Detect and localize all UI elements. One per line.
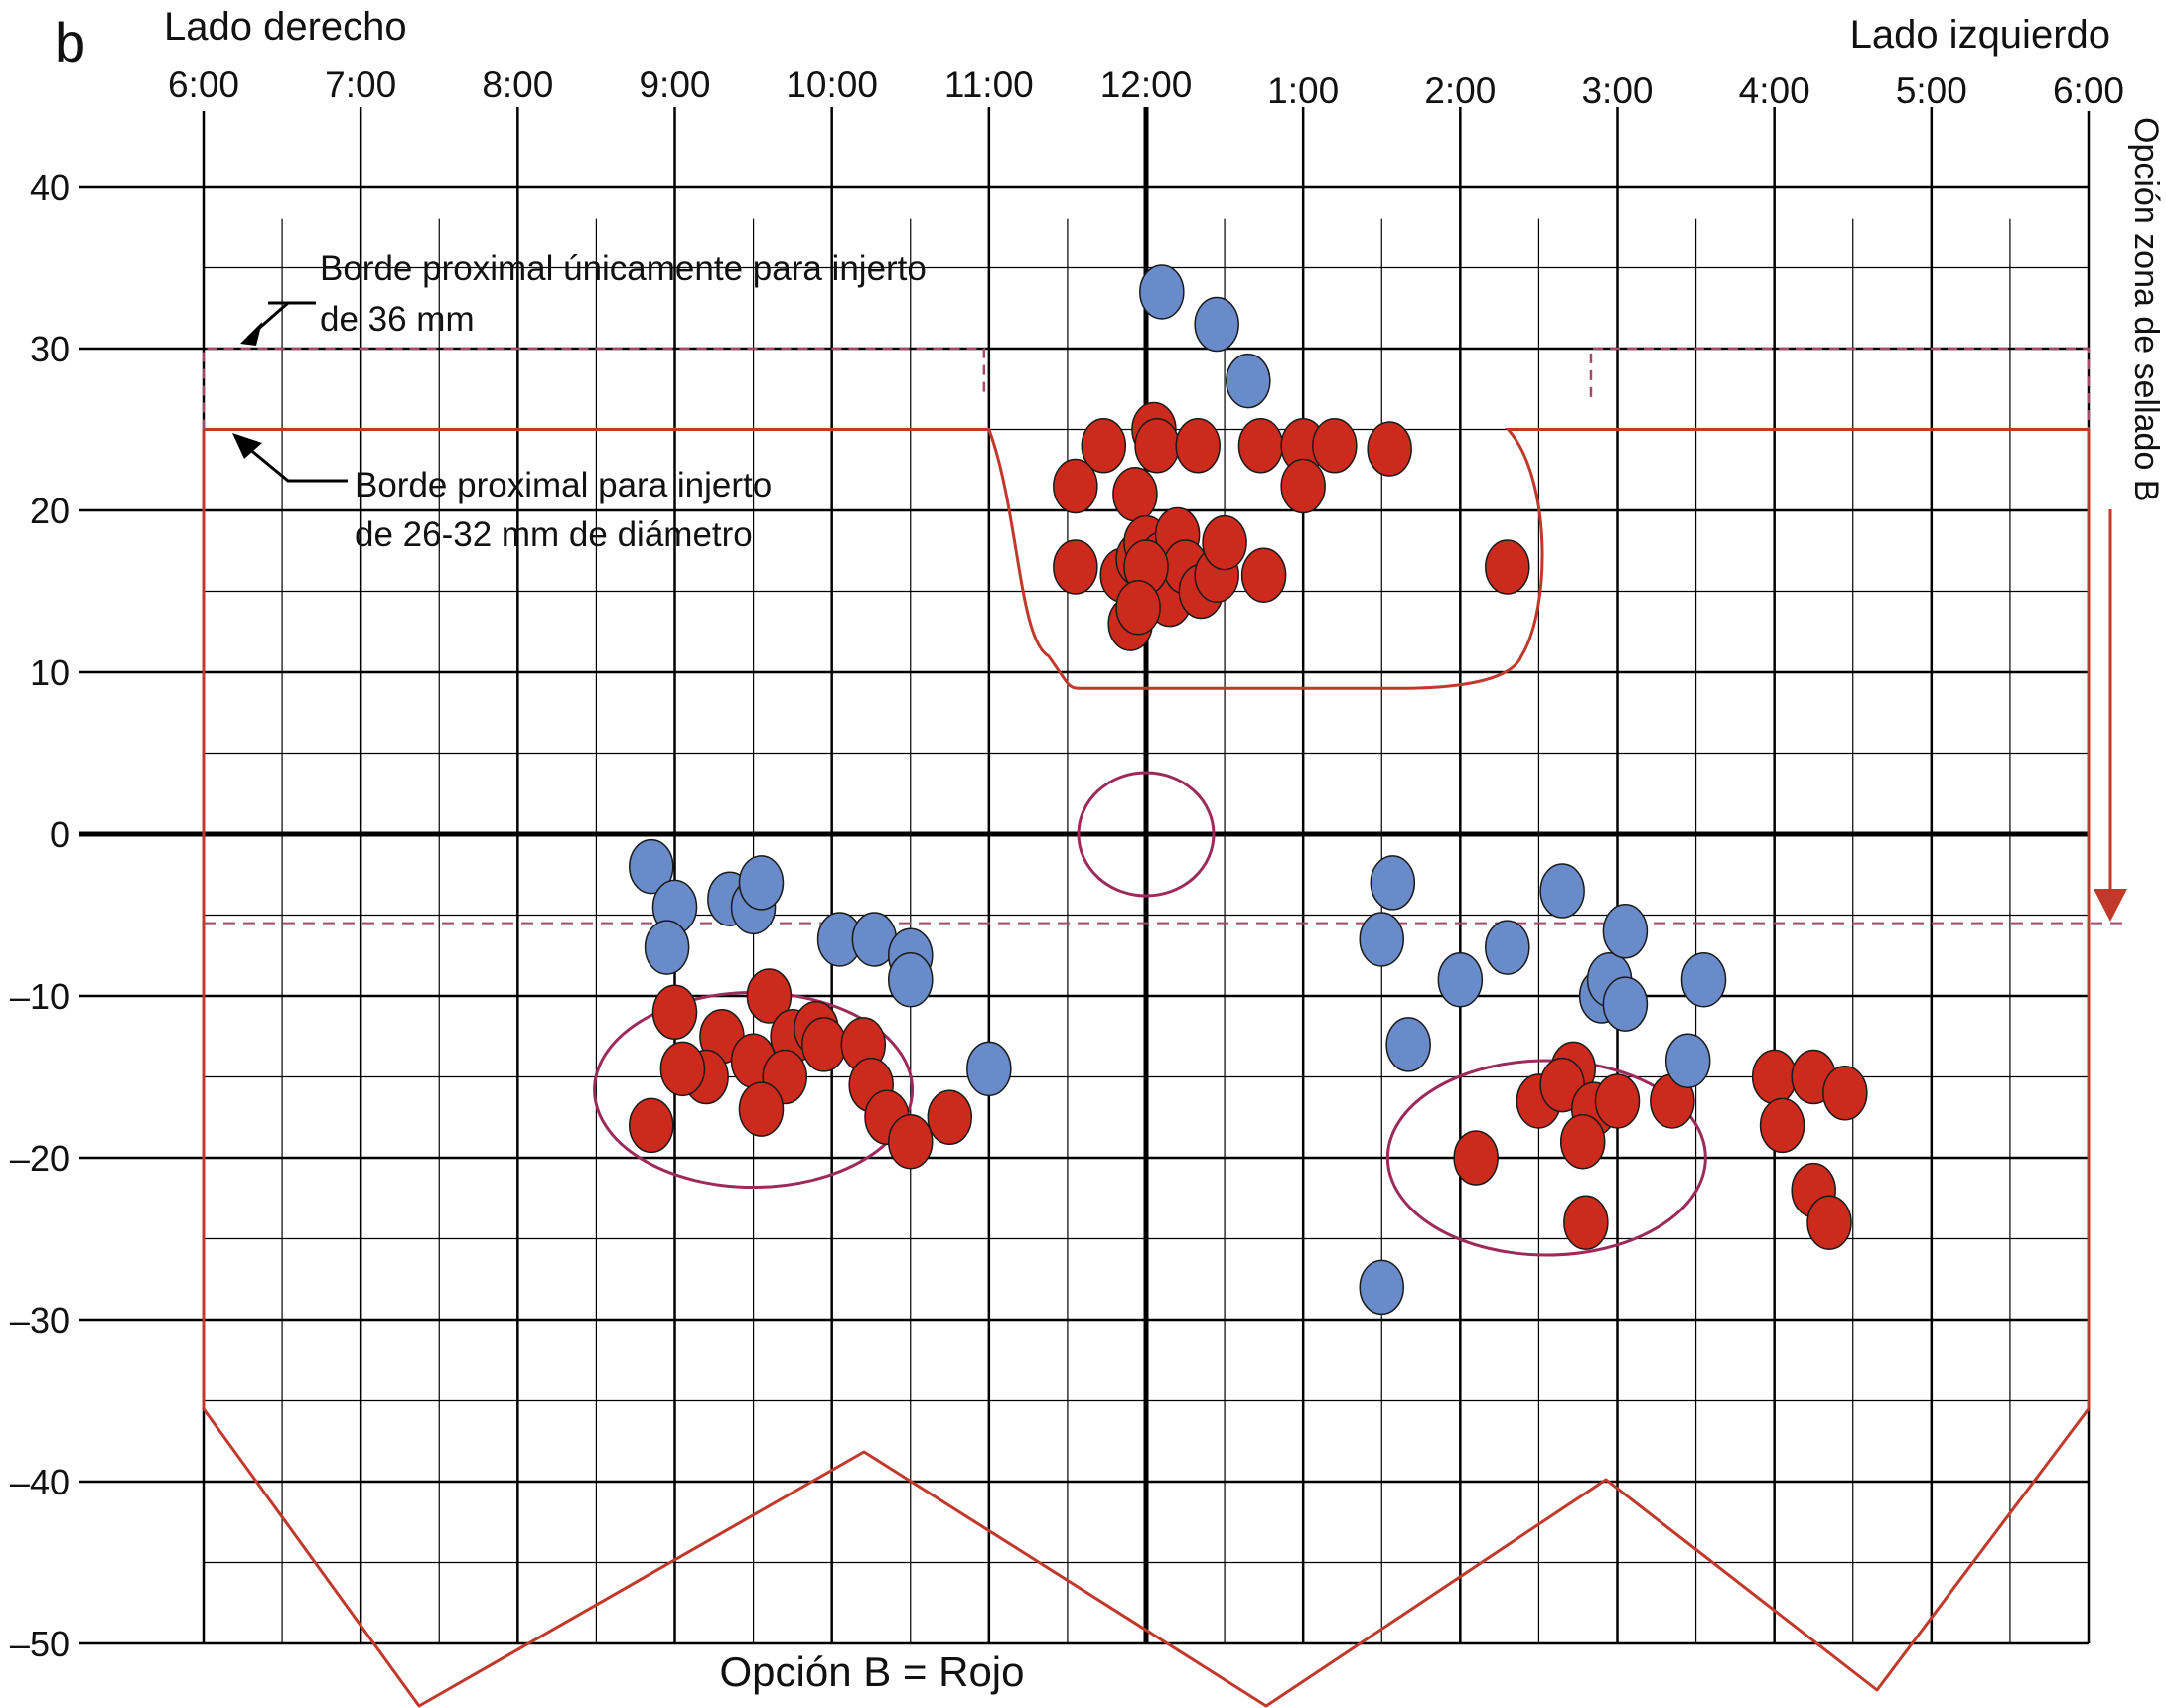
annotation-border-26-line2: de 26-32 mm de diámetro: [355, 515, 753, 554]
red-data-point: [1367, 421, 1412, 477]
x-tick-label: 6:00: [168, 65, 239, 105]
red-data-point: [1485, 539, 1530, 595]
y-tick-label: –30: [10, 1300, 70, 1341]
red-data-point: [888, 1113, 934, 1170]
blue-data-point: [1680, 951, 1727, 1008]
red-data-point: [629, 1097, 674, 1154]
blue-data-point: [629, 838, 674, 895]
blue-data-point: [1226, 353, 1271, 409]
red-data-point: [746, 968, 793, 1024]
y-tick-label: 40: [30, 167, 70, 208]
annotation-border-26-line1: Borde proximal para injerto: [355, 466, 772, 504]
sealing-zone-lines: [202, 301, 2128, 1708]
red-data-point: [1240, 547, 1287, 603]
blue-data-point: [966, 1041, 1012, 1097]
red-data-point: [1081, 418, 1127, 474]
blue-data-point: [1370, 855, 1416, 911]
x-tick-label: 1:00: [1267, 71, 1339, 111]
x-tick-label: 5:00: [1896, 71, 1967, 111]
x-tick-label: 6:00: [2053, 71, 2124, 111]
seal-zone-label: Opción zona de sellado B: [2127, 117, 2165, 501]
y-tick-label: –20: [10, 1138, 70, 1179]
red-data-point: [1237, 418, 1284, 474]
blue-data-point: [1359, 912, 1404, 967]
red-data-point: [1312, 418, 1358, 474]
red-data-point: [738, 1081, 785, 1137]
x-tick-label: 12:00: [1100, 65, 1193, 105]
zigzag-distal-line: [202, 1407, 2091, 1708]
red-data-point: [1280, 458, 1326, 514]
blue-data-point: [1485, 920, 1530, 975]
x-tick-label: 10:00: [786, 65, 878, 105]
blue-data-point: [644, 920, 690, 975]
border-26-32mm-line: [204, 428, 2089, 690]
blue-data-point: [1602, 976, 1649, 1032]
red-data-point: [1115, 580, 1161, 636]
y-tick-label: 20: [30, 491, 70, 531]
side-left-label: Lado izquierdo: [1850, 13, 2110, 57]
cluster-ellipse-right: [1385, 1059, 1707, 1257]
red-data-point: [1594, 1073, 1641, 1129]
annotation-border-36-line2: de 36 mm: [320, 300, 475, 339]
x-tick-label: 3:00: [1581, 71, 1653, 111]
y-tick-label: 0: [50, 814, 70, 855]
border-36-arrowhead: [240, 322, 262, 346]
blue-data-point: [738, 855, 785, 911]
border-26-arrowhead: [232, 433, 262, 459]
red-data-point: [1822, 1066, 1868, 1121]
data-points: [629, 264, 1868, 1316]
x-tick-label: 11:00: [944, 65, 1034, 105]
blue-data-point: [888, 951, 934, 1008]
border-36mm-line: [202, 347, 2091, 430]
blue-data-point: [1539, 863, 1585, 919]
blue-data-point: [1385, 1017, 1431, 1072]
red-data-point: [1053, 539, 1098, 595]
y-tick-label: –40: [10, 1462, 70, 1502]
red-data-point: [1563, 1195, 1609, 1250]
red-data-point: [1053, 458, 1098, 514]
red-data-point: [1202, 514, 1247, 571]
red-data-point: [1112, 466, 1158, 522]
red-data-point: [1751, 1049, 1798, 1105]
red-data-point: [1175, 418, 1221, 474]
blue-data-point: [1194, 296, 1239, 353]
red-data-point: [1453, 1130, 1499, 1186]
x-tick-label: 8:00: [482, 65, 553, 105]
center-ellipse: [1077, 771, 1216, 898]
red-data-point: [1759, 1097, 1805, 1154]
red-data-point: [1559, 1113, 1606, 1170]
x-tick-label: 4:00: [1739, 71, 1810, 111]
y-tick-label: –50: [10, 1624, 70, 1664]
red-data-point: [659, 1041, 706, 1097]
red-data-point: [801, 1017, 847, 1072]
annotation-border-36-line1: Borde proximal únicamente para injerto: [320, 249, 927, 288]
option-b-label: Opción B = Rojo: [719, 1648, 1024, 1695]
y-tick-label: 30: [30, 329, 70, 369]
panel-label: b: [55, 11, 85, 73]
x-tick-label: 9:00: [639, 65, 710, 105]
red-data-point: [1134, 418, 1180, 474]
y-tick-label: –10: [10, 976, 70, 1017]
chart-labels: b Lado derecho Lado izquierdo Borde prox…: [55, 5, 2165, 1695]
x-tick-label: 2:00: [1424, 71, 1496, 111]
red-data-point: [927, 1089, 973, 1145]
side-right-label: Lado derecho: [164, 5, 407, 49]
seal-zone-arrow-head: [2094, 889, 2127, 922]
y-tick-label: 10: [30, 652, 70, 693]
border-26-pointer: [241, 441, 348, 483]
red-data-point: [651, 984, 698, 1041]
x-tick-label: 7:00: [325, 65, 396, 105]
red-data-point: [1806, 1195, 1852, 1250]
blue-data-point: [1602, 904, 1649, 959]
blue-data-point: [1437, 951, 1484, 1008]
blue-data-point: [1664, 1033, 1711, 1088]
blue-data-point: [1139, 264, 1185, 320]
blue-data-point: [1359, 1259, 1404, 1316]
